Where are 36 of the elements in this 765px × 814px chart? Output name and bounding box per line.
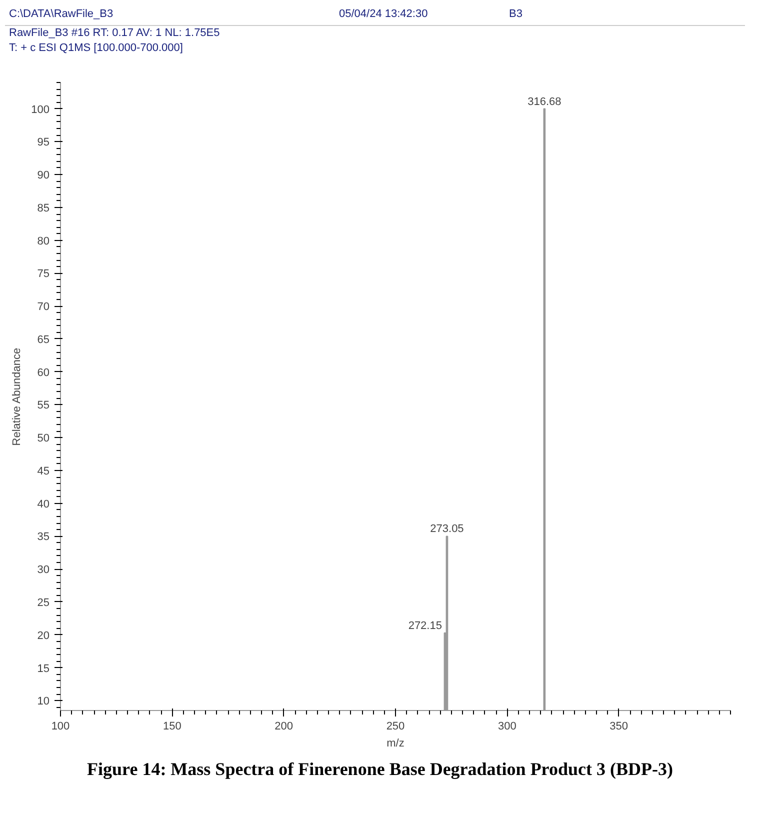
text: B3 [509, 7, 522, 22]
y-tick-label: 90 [37, 170, 50, 182]
y-tick-label: 25 [37, 597, 50, 610]
y-tick-label: 35 [37, 531, 50, 544]
y-tick-label: 60 [37, 366, 50, 379]
x-tick-label: 350 [610, 720, 628, 733]
y-tick-label: 70 [37, 301, 50, 314]
text: 05/04/24 13:42:30 [339, 7, 429, 22]
x-axis-title: m/z [386, 738, 404, 750]
x-tick-label: 250 [386, 720, 405, 733]
text: C:\DATA\RawFile_B3 [9, 7, 114, 22]
text: Figure 14: Mass Spectra of Finerenone Base Degradation Product 3 (BDP-3) [86, 758, 674, 782]
y-tick-label: 50 [37, 432, 50, 445]
y-tick-label: 20 [37, 630, 50, 642]
annotation: 273.05 [430, 523, 464, 536]
y-tick-label: 80 [37, 235, 50, 248]
y-tick-label: 85 [37, 202, 50, 215]
x-tick-label: 150 [162, 720, 182, 733]
y-tick-label: 45 [37, 466, 50, 478]
x-tick-label: 200 [274, 720, 294, 733]
y-axis-title: Relative Abundance [11, 348, 24, 446]
y-tick-label: 15 [37, 662, 50, 675]
y-tick-label: 65 [37, 334, 50, 346]
y-tick-label: 55 [37, 400, 50, 412]
annotation: 272.15 [408, 620, 442, 632]
x-tick-label: 300 [498, 720, 516, 733]
y-tick-label: 100 [31, 104, 50, 116]
annotation: 316.68 [528, 96, 562, 108]
text: RawFile_B3 #16 RT: 0.17 AV: 1 NL: 1.75E5 [8, 26, 221, 41]
y-tick-label: 95 [37, 136, 50, 149]
y-tick-label: 30 [37, 564, 50, 576]
text: T: + c ESI Q1MS [100.000-700.000] [8, 41, 184, 56]
y-tick-label: 40 [37, 498, 50, 510]
y-tick-label: 10 [37, 696, 50, 708]
y-tick-label: 75 [37, 268, 50, 280]
x-tick-label: 100 [51, 720, 70, 733]
